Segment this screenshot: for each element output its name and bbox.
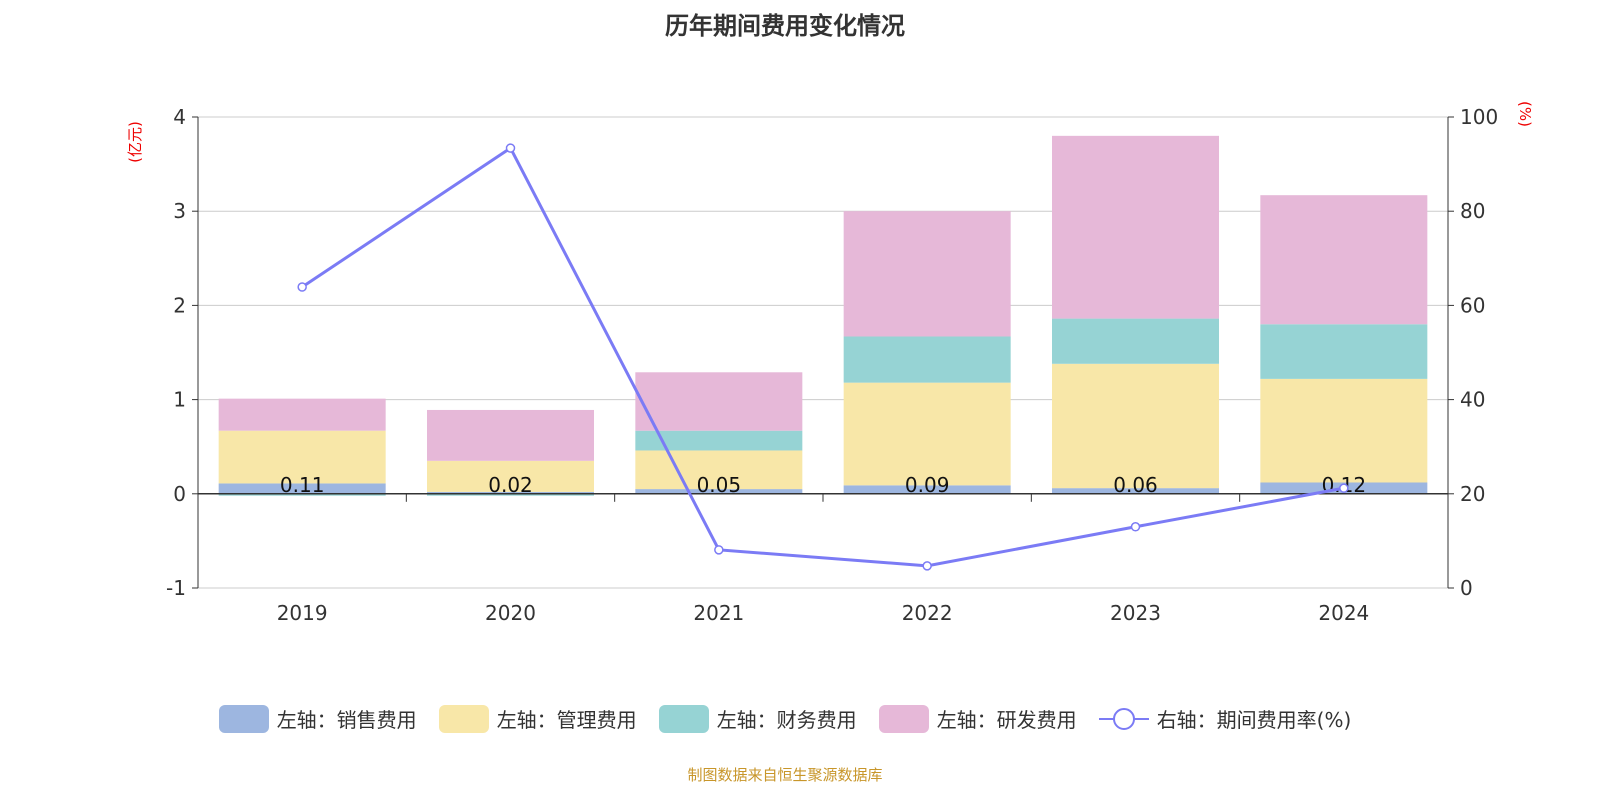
right-axis-unit: (%) <box>1516 101 1534 127</box>
rate-point <box>505 143 516 153</box>
rate-point <box>922 561 932 571</box>
left-tick-label: 1 <box>173 388 186 412</box>
legend-item[interactable]: 左轴：研发费用 <box>878 704 1077 733</box>
bar-segment <box>635 489 803 494</box>
data-label: 0.09 <box>905 473 950 497</box>
legend-item[interactable]: 右轴：期间费用率(%) <box>1098 704 1352 733</box>
source-note: 制图数据来自恒生聚源数据库 <box>687 766 883 784</box>
rate-point <box>1130 522 1141 532</box>
data-label: 0.06 <box>1113 473 1158 497</box>
bar-segment <box>1052 135 1219 319</box>
rate-point <box>1339 483 1349 493</box>
bar-segment <box>218 398 386 431</box>
bar-segment <box>218 483 386 494</box>
left-tick-label: 0 <box>173 482 186 506</box>
bar-segment <box>427 460 594 492</box>
rate-point <box>297 282 307 292</box>
bar-segment <box>1260 195 1428 325</box>
right-tick-label: 80 <box>1460 199 1485 223</box>
legend-item[interactable]: 左轴：管理费用 <box>438 704 637 733</box>
x-tick-label: 2023 <box>1110 601 1161 625</box>
data-label: 0.11 <box>280 473 325 497</box>
right-tick-label: 20 <box>1460 482 1485 506</box>
legend-label: 左轴：销售费用 <box>276 708 417 732</box>
data-label: 0.05 <box>697 473 742 497</box>
left-tick-label: 3 <box>173 199 186 223</box>
data-label: 0.02 <box>488 473 533 497</box>
x-tick-label: 2022 <box>902 601 953 625</box>
left-axis-unit: (亿元) <box>126 121 144 163</box>
bar-segment <box>1052 318 1219 364</box>
x-tick-label: 2019 <box>277 601 328 625</box>
bar-segment <box>635 372 803 431</box>
legend-label: 左轴：管理费用 <box>496 708 637 732</box>
bar-segment <box>843 382 1011 486</box>
x-tick-label: 2020 <box>485 601 536 625</box>
bar-segment <box>218 493 386 496</box>
legend: 左轴：销售费用 左轴：管理费用 左轴：财务费用 左轴：研发费用 右轴：期间费用率(%) <box>0 704 1570 733</box>
chart-area: -101234020406080100(亿元)(%)0.1120190.0220… <box>126 101 1534 625</box>
legend-swatch <box>218 704 269 733</box>
right-tick-label: 60 <box>1460 293 1485 317</box>
legend-swatch <box>878 704 929 733</box>
bar-segment <box>427 491 594 494</box>
bar-segment <box>427 409 594 461</box>
legend-swatch <box>658 704 709 733</box>
legend-item[interactable]: 左轴：财务费用 <box>658 704 857 733</box>
rate-point <box>714 545 724 555</box>
legend-item[interactable]: 左轴：销售费用 <box>218 704 417 733</box>
bar-segment <box>1260 378 1428 483</box>
right-tick-label: 0 <box>1460 576 1473 600</box>
legend-label: 右轴：期间费用率(%) <box>1156 708 1352 732</box>
left-tick-label: -1 <box>166 576 186 600</box>
bar-segment <box>1052 363 1219 489</box>
bar-segment <box>843 211 1011 337</box>
right-tick-label: 100 <box>1460 105 1498 129</box>
bar-segment <box>1052 488 1219 494</box>
bar-segment <box>843 485 1011 494</box>
rate-line <box>301 145 1345 568</box>
legend-line-marker-icon <box>1098 707 1149 730</box>
bar-segment <box>843 336 1011 383</box>
bar-segment <box>635 430 803 451</box>
right-tick-label: 40 <box>1460 388 1485 412</box>
legend-label: 左轴：研发费用 <box>936 708 1077 732</box>
left-tick-label: 4 <box>173 105 186 129</box>
left-tick-label: 2 <box>173 293 186 317</box>
bar-segment <box>427 493 594 496</box>
bar-segment <box>635 450 803 490</box>
chart-title: 历年期间费用变化情况 <box>665 12 905 40</box>
legend-swatch <box>438 704 489 733</box>
legend-label: 左轴：财务费用 <box>716 708 857 732</box>
x-tick-label: 2024 <box>1318 601 1369 625</box>
bar-segment <box>218 430 386 484</box>
x-tick-label: 2021 <box>693 601 744 625</box>
bar-segment <box>1260 324 1428 379</box>
